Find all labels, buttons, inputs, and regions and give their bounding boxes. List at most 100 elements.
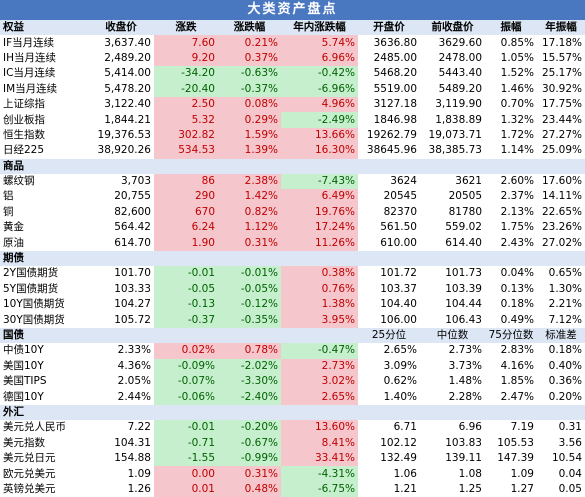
value-cell: 6.96% bbox=[281, 50, 358, 67]
asset-name: 螺纹钢 bbox=[3, 175, 35, 188]
section-spacer bbox=[154, 327, 218, 344]
value-cell: 27.02% bbox=[541, 236, 582, 249]
value-cell: 302.82 bbox=[154, 127, 218, 144]
value-cell: 0.40% bbox=[548, 359, 582, 372]
equity-row: 上证综指 3,122.40 2.50 0.08% 4.96% 3127.18 3,119.9… bbox=[0, 96, 585, 113]
equity-row: IF当月连续 3,637.40 7.60 0.21% 5.74% 3636.80 3629.… bbox=[0, 35, 585, 51]
value-cell: 19.76% bbox=[281, 204, 358, 221]
header-cell: 振幅 bbox=[485, 20, 537, 36]
value-cell: 0.37% bbox=[218, 50, 281, 67]
value-cell: 5489.20 bbox=[438, 82, 482, 95]
value-cell: -2.49% bbox=[281, 112, 358, 128]
value-cell: 0.02% bbox=[154, 343, 218, 359]
value-cell: 104.31 bbox=[114, 436, 151, 449]
header-cell: 涨跌 bbox=[154, 20, 218, 36]
value-cell: -0.01% bbox=[218, 266, 281, 282]
value-cell: 1.85% bbox=[500, 375, 534, 388]
value-cell: 104.40 bbox=[380, 298, 417, 311]
fx-row: 美元指数 104.31 -0.71 -0.67% 8.41% 102.12 103.83 10… bbox=[0, 435, 585, 451]
asset-name: 欧元兑美元 bbox=[3, 467, 56, 480]
value-cell: 10.54 bbox=[551, 452, 582, 465]
value-cell: -0.12% bbox=[218, 297, 281, 313]
value-cell: 0.36% bbox=[548, 375, 582, 388]
value-cell: 2.13% bbox=[500, 205, 534, 218]
section-spacer bbox=[88, 158, 585, 174]
value-cell: 30.92% bbox=[541, 82, 582, 95]
asset-name: 恒生指数 bbox=[3, 128, 45, 141]
value-cell: 0.29% bbox=[218, 112, 281, 128]
value-cell: 17.24% bbox=[281, 220, 358, 236]
value-cell: 6.24 bbox=[154, 220, 218, 236]
value-cell: 14.11% bbox=[541, 190, 582, 203]
value-cell: 0.18% bbox=[548, 344, 582, 357]
futures-row: 30Y国债期货 105.72 -0.37 -0.35% 3.95% 106.00 106.4… bbox=[0, 312, 585, 328]
value-cell: 20545 bbox=[383, 190, 417, 203]
value-cell: 2.83% bbox=[500, 344, 534, 357]
asset-name: 英镑兑美元 bbox=[3, 482, 56, 495]
section-header-cell: 75分位数 bbox=[485, 327, 537, 344]
value-cell: 105.72 bbox=[114, 313, 151, 326]
value-cell: 5443.40 bbox=[438, 67, 482, 80]
value-cell: 4.96% bbox=[281, 96, 358, 113]
value-cell: 106.00 bbox=[380, 313, 417, 326]
value-cell: 23.44% bbox=[541, 113, 582, 126]
asset-name: 美元兑人民币 bbox=[3, 421, 66, 434]
asset-name: IC当月连续 bbox=[3, 67, 56, 80]
value-cell: 0.82% bbox=[218, 204, 281, 221]
value-cell: 2.05% bbox=[117, 375, 151, 388]
value-cell: 6.49% bbox=[281, 189, 358, 205]
value-cell: 15.57% bbox=[541, 51, 582, 64]
value-cell: 6.71 bbox=[393, 421, 417, 434]
value-cell: 0.08% bbox=[218, 96, 281, 113]
header-cell: 年内涨跌幅 bbox=[281, 20, 358, 36]
asset-name: 上证综指 bbox=[3, 98, 45, 111]
value-cell: 2478.00 bbox=[438, 51, 482, 64]
value-cell: 0.13% bbox=[500, 282, 534, 295]
value-cell: -20.40 bbox=[154, 81, 218, 97]
value-cell: 3.02% bbox=[281, 373, 358, 390]
value-cell: 0.48% bbox=[218, 481, 281, 497]
value-cell: 1,844.21 bbox=[104, 113, 151, 126]
value-cell: 1.09 bbox=[127, 467, 151, 480]
value-cell: 101.70 bbox=[114, 267, 151, 280]
header-cell: 前收盘价 bbox=[420, 20, 485, 36]
futures-row: 5Y国债期货 103.33 -0.05 -0.05% 0.76% 103.37 103.39… bbox=[0, 281, 585, 298]
value-cell: 17.75% bbox=[541, 98, 582, 111]
value-cell: 5468.20 bbox=[373, 67, 417, 80]
value-cell: 5.32 bbox=[154, 112, 218, 128]
asset-name: 美国TIPS bbox=[3, 375, 47, 388]
value-cell: 23.26% bbox=[541, 221, 582, 234]
asset-name: IH当月连续 bbox=[3, 51, 56, 64]
value-cell: 1.52% bbox=[500, 67, 534, 80]
value-cell: -0.01 bbox=[154, 420, 218, 436]
value-cell: 103.33 bbox=[114, 282, 151, 295]
value-cell: 3.09% bbox=[383, 359, 417, 372]
value-cell: 1.09 bbox=[510, 467, 534, 480]
value-cell: 1.75% bbox=[500, 221, 534, 234]
value-cell: 0.18% bbox=[500, 298, 534, 311]
value-cell: 1.30% bbox=[548, 282, 582, 295]
value-cell: 1.72% bbox=[500, 128, 534, 141]
value-cell: -0.63% bbox=[218, 66, 281, 82]
value-cell: 2.38% bbox=[218, 173, 281, 190]
value-cell: 559.02 bbox=[445, 221, 482, 234]
value-cell: 1.27 bbox=[510, 482, 534, 495]
value-cell: 5.74% bbox=[281, 35, 358, 51]
fx-row: 欧元兑美元 1.09 0.00 0.31% -4.31% 1.06 1.08 1.09 0.04 bbox=[0, 466, 585, 482]
value-cell: 81780 bbox=[448, 205, 482, 218]
bond-section: 国债 25分位 中位数 75分位数 标准差 bbox=[0, 327, 585, 344]
value-cell: 614.40 bbox=[445, 236, 482, 249]
value-cell: 1.42% bbox=[218, 189, 281, 205]
value-cell: 561.50 bbox=[380, 221, 417, 234]
section-header-cell: 中位数 bbox=[420, 327, 485, 344]
futures-row: 10Y国债期货 104.27 -0.13 -0.12% 1.38% 104.40 104.4… bbox=[0, 297, 585, 313]
value-cell: 2.65% bbox=[281, 389, 358, 405]
asset-name: 铜 bbox=[3, 205, 14, 218]
value-cell: 0.76% bbox=[281, 281, 358, 298]
value-cell: 5519.00 bbox=[373, 82, 417, 95]
value-cell: 38,385.73 bbox=[428, 144, 482, 157]
value-cell: 25.09% bbox=[541, 144, 582, 157]
value-cell: 105.53 bbox=[497, 436, 534, 449]
value-cell: 101.72 bbox=[380, 267, 417, 280]
value-cell: 534.53 bbox=[154, 143, 218, 159]
